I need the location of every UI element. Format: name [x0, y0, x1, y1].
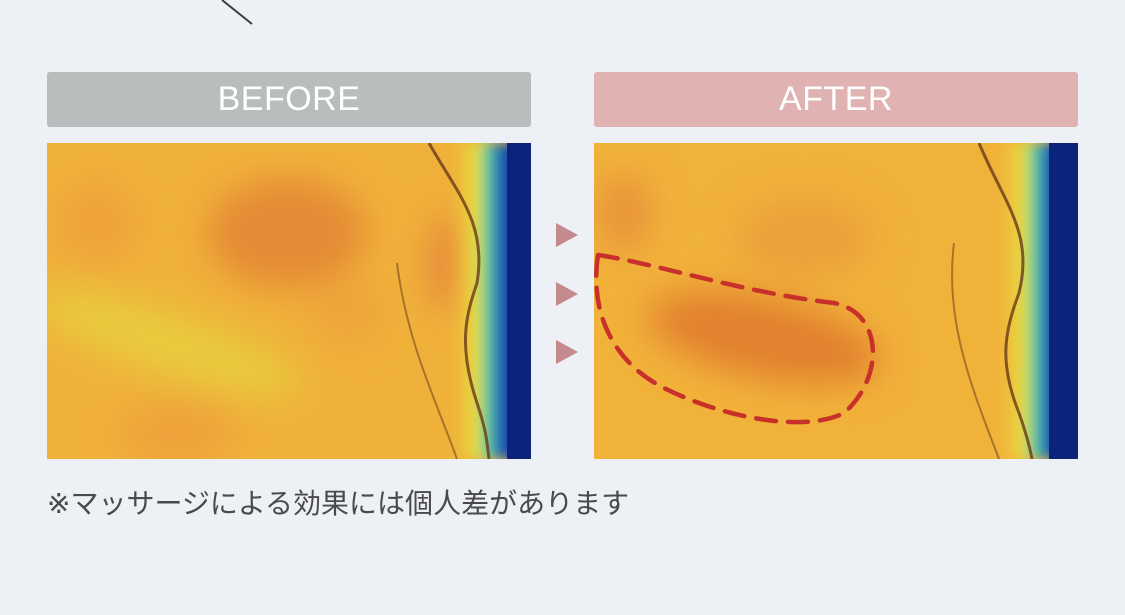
arrow-right-icon: [556, 223, 578, 247]
after-thermal-image: [594, 143, 1078, 459]
highlight-outline: [594, 252, 875, 425]
decorative-line: [221, 0, 253, 25]
disclaimer-text: ※マッサージによる効果には個人差があります: [47, 487, 630, 520]
before-label: BEFORE: [47, 72, 531, 127]
before-thermal-image: [47, 143, 531, 459]
after-label: AFTER: [594, 72, 1078, 127]
arrow-right-icon: [556, 282, 578, 306]
arrow-right-icon: [556, 340, 578, 364]
